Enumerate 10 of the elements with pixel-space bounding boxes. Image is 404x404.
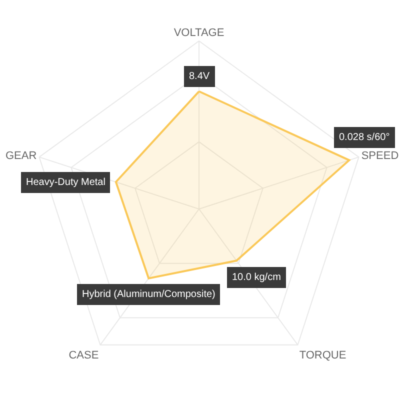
- spoke-label: TORQUE: [299, 349, 346, 362]
- spoke-label: VOLTAGE: [174, 27, 224, 40]
- text: 10.0 kg/cm: [232, 272, 281, 283]
- text: Hybrid (Aluminum/Composite): [82, 289, 216, 300]
- spoke-label: GEAR: [5, 150, 37, 162]
- text: 0.028 s/60°: [339, 132, 390, 143]
- text: 8.4V: [189, 71, 210, 82]
- text: Heavy-Duty Metal: [26, 177, 106, 188]
- spoke-label: SPEED: [361, 150, 399, 162]
- spoke-label: CASE: [68, 349, 99, 362]
